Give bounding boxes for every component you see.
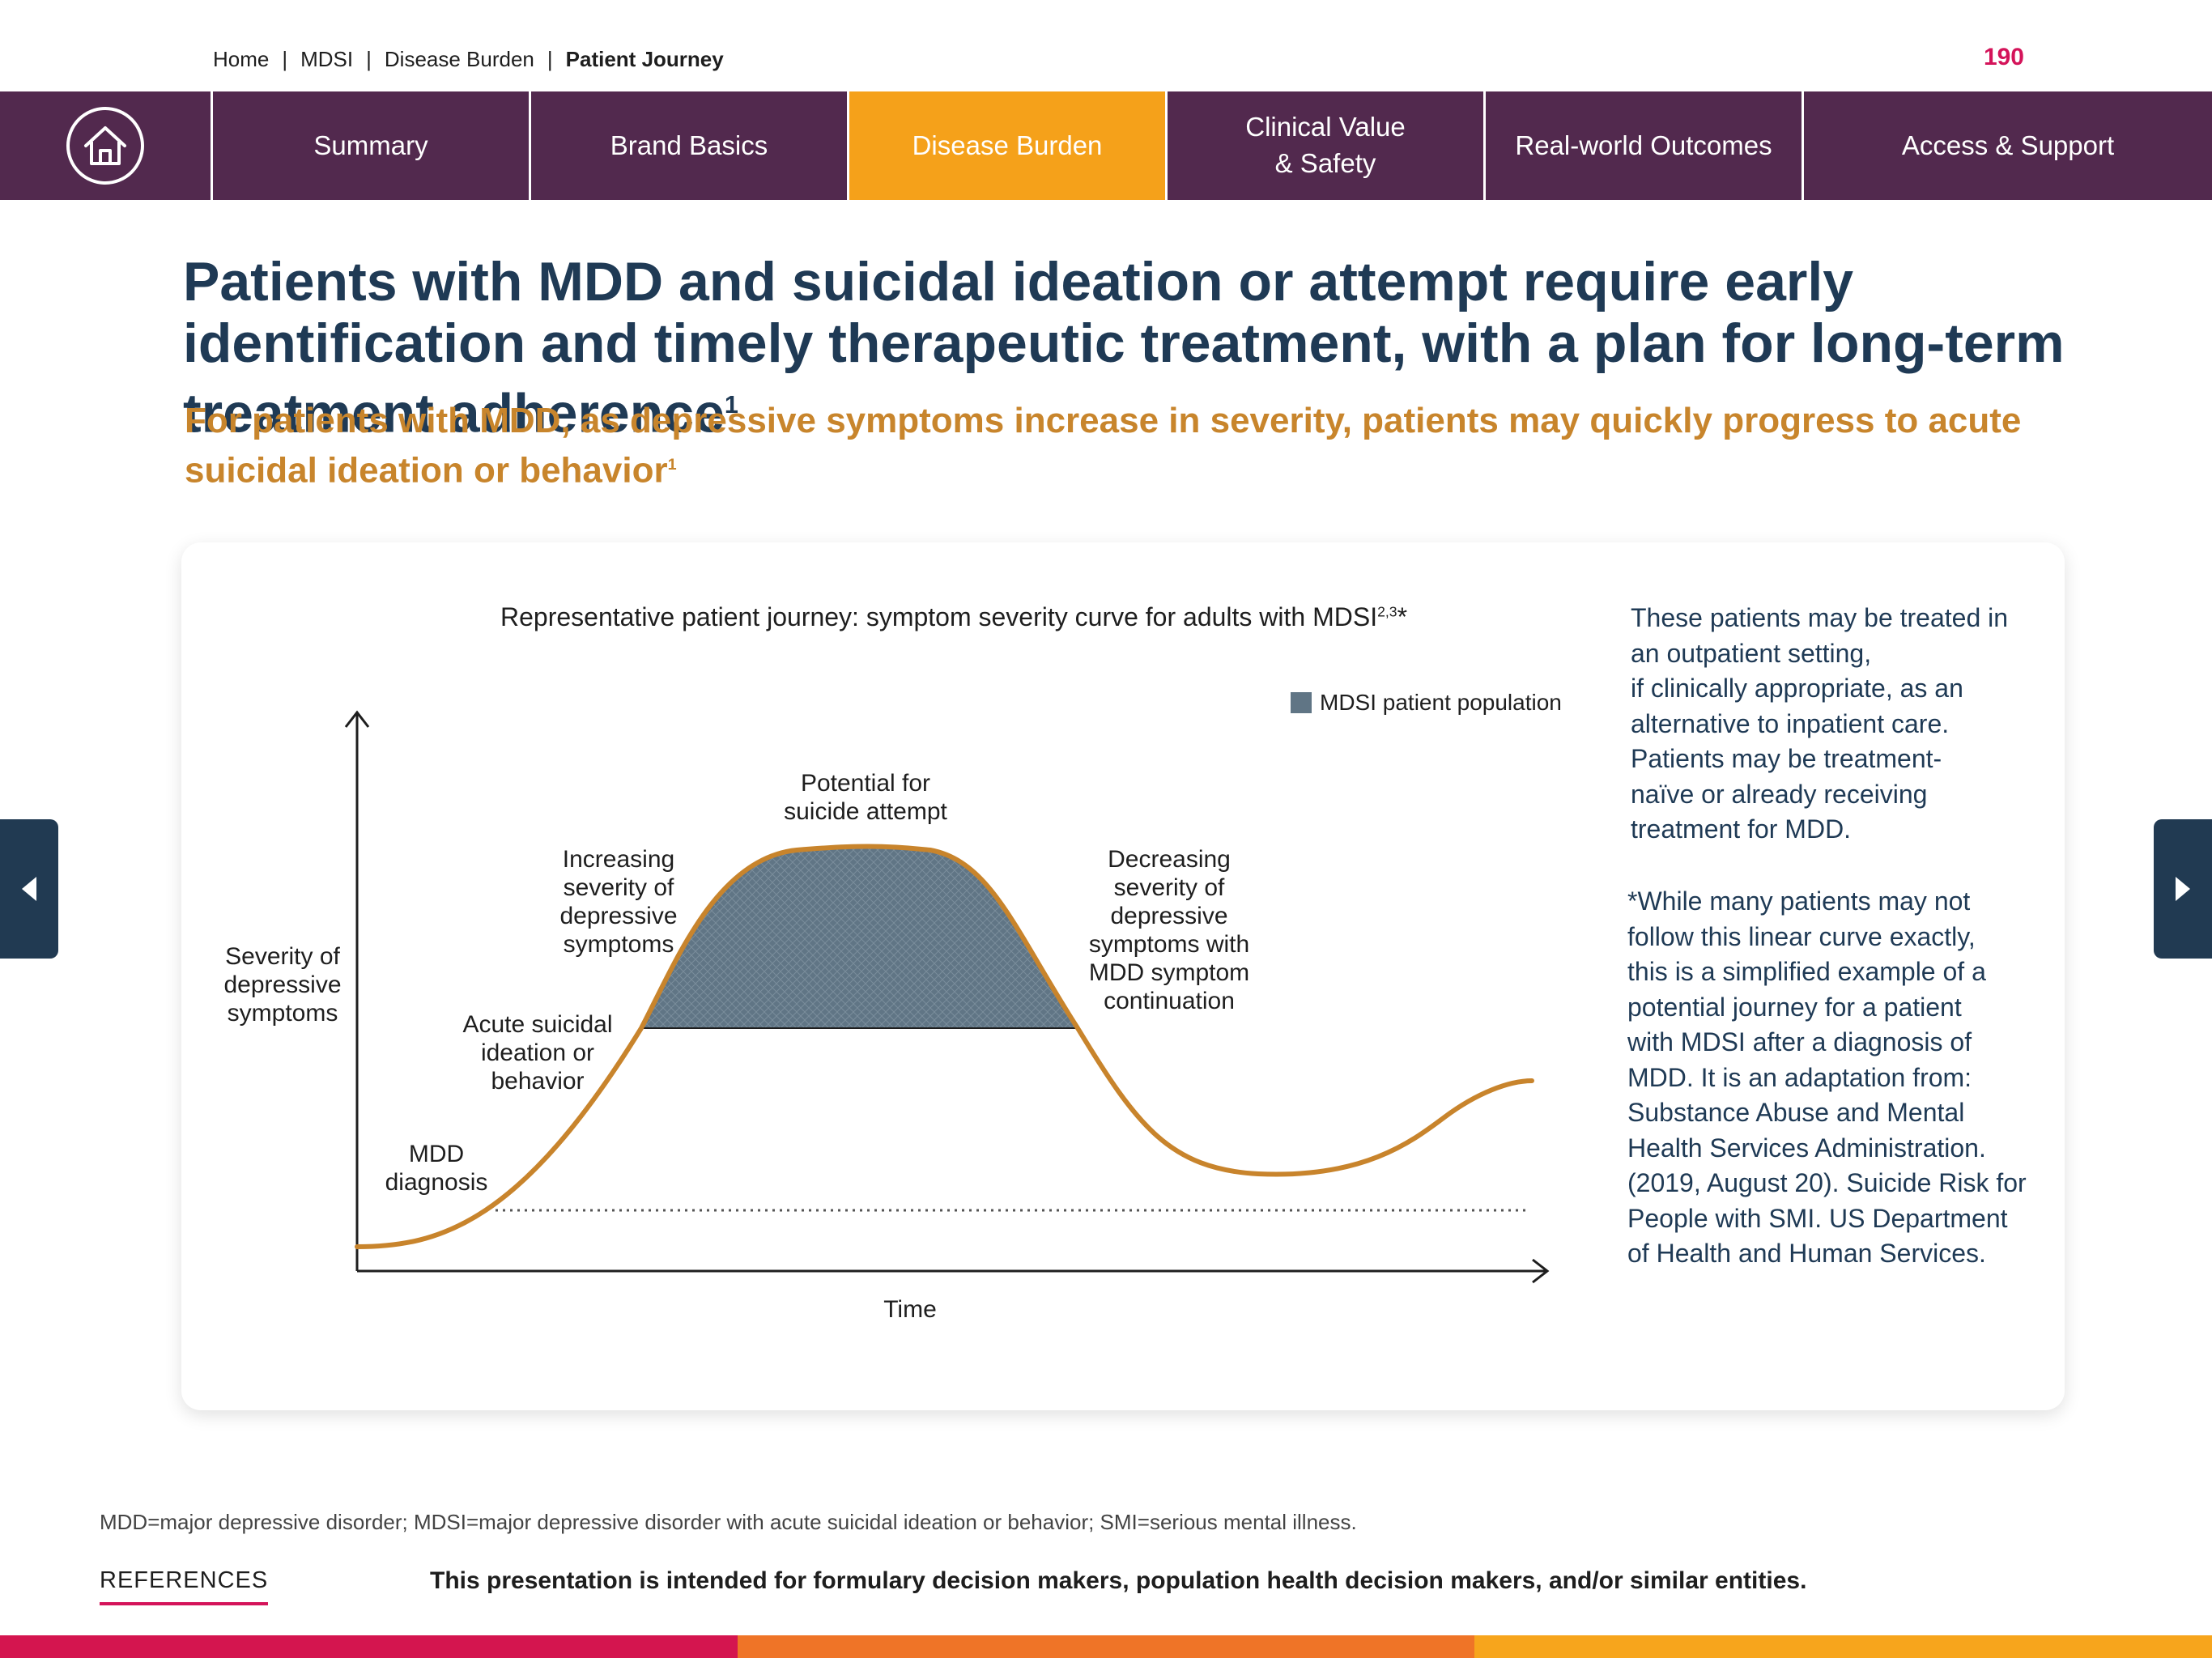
legend-swatch	[1291, 692, 1312, 713]
chart-title-text: Representative patient journey: symptom …	[500, 602, 1378, 631]
symptom-severity-chart	[344, 710, 1550, 1284]
chart-card: Representative patient journey: symptom …	[181, 542, 2065, 1410]
x-axis-label: Time	[883, 1296, 937, 1323]
nav-home-button[interactable]	[0, 91, 213, 200]
curve-footnote: *While many patients may not follow this…	[1627, 886, 2027, 1268]
tab-disease-burden[interactable]: Disease Burden	[849, 91, 1168, 200]
bottom-color-bar	[0, 1635, 2212, 1658]
tab-clinical-value-safety[interactable]: Clinical Value & Safety	[1168, 91, 1486, 200]
page-subtitle: For patients with MDD, as depressive sym…	[185, 399, 2112, 493]
severity-curve	[355, 844, 1534, 1249]
page-subtitle-text: For patients with MDD, as depressive sym…	[185, 401, 2022, 491]
breadcrumb-current: Patient Journey	[565, 47, 724, 71]
bottom-bar-segment-yellow	[1474, 1635, 2212, 1658]
page-subtitle-ref: 1	[667, 456, 677, 474]
caret-right-icon	[2176, 877, 2190, 901]
abbreviations: MDD=major depressive disorder; MDSI=majo…	[100, 1510, 1357, 1534]
legend-label: MDSI patient population	[1320, 690, 1562, 715]
tab-brand-basics[interactable]: Brand Basics	[531, 91, 849, 200]
breadcrumb-separator: |	[282, 47, 288, 71]
page-title-text: Patients with MDD and suicidal ideation …	[183, 251, 2065, 444]
annotation-decreasing-severity: Decreasing severity of depressive sympto…	[1088, 846, 1250, 1014]
annotation-increasing-severity: Increasing severity of depressive sympto…	[559, 846, 678, 958]
chart-title-mark: *	[1397, 602, 1408, 631]
bottom-bar-segment-red	[0, 1635, 738, 1658]
x-axis-arrow	[1532, 1258, 1550, 1284]
breadcrumb-separator: |	[547, 47, 553, 71]
annotation-potential-suicide-attempt: Potential for suicide attempt	[784, 770, 947, 825]
y-axis-label: Severity of depressive symptoms	[223, 943, 342, 1027]
page-number: 190	[1983, 44, 2024, 70]
audience-disclaimer: This presentation is intended for formul…	[430, 1567, 1807, 1594]
caret-left-icon	[22, 877, 36, 901]
chart-legend: MDSI patient population	[1291, 690, 1562, 716]
bottom-bar-segment-orange	[737, 1635, 1475, 1658]
treatment-setting-note: These patients may be treated in an outp…	[1631, 603, 2009, 844]
tab-real-world-outcomes[interactable]: Real-world Outcomes	[1486, 91, 1804, 200]
next-page-button[interactable]	[2154, 819, 2212, 959]
breadcrumb: Home | MDSI | Disease Burden | Patient J…	[213, 47, 724, 72]
references-link[interactable]: REFERENCES	[100, 1567, 269, 1605]
page-title: Patients with MDD and suicidal ideation …	[183, 251, 2126, 444]
mdsi-population-area	[641, 846, 1078, 1028]
breadcrumb-home[interactable]: Home	[213, 47, 270, 71]
page-title-ref: 1	[724, 391, 738, 419]
breadcrumb-mdsi[interactable]: MDSI	[300, 47, 354, 71]
previous-page-button[interactable]	[0, 819, 58, 959]
house-icon	[84, 126, 126, 165]
annotation-mdd-diagnosis: MDD diagnosis	[385, 1141, 488, 1196]
tab-summary[interactable]: Summary	[213, 91, 531, 200]
chart-title: Representative patient journey: symptom …	[468, 602, 1440, 632]
breadcrumb-disease-burden[interactable]: Disease Burden	[384, 47, 534, 71]
chart-title-refs: 2,3	[1377, 603, 1397, 620]
y-axis-arrow	[344, 710, 370, 728]
breadcrumb-separator: |	[366, 47, 372, 71]
annotation-acute-suicidal-ideation: Acute suicidal ideation or behavior	[462, 1011, 613, 1095]
tab-access-support[interactable]: Access & Support	[1901, 130, 2115, 160]
main-nav: Summary Brand Basics Disease Burden Clin…	[0, 91, 2212, 200]
home-circle	[66, 107, 144, 185]
